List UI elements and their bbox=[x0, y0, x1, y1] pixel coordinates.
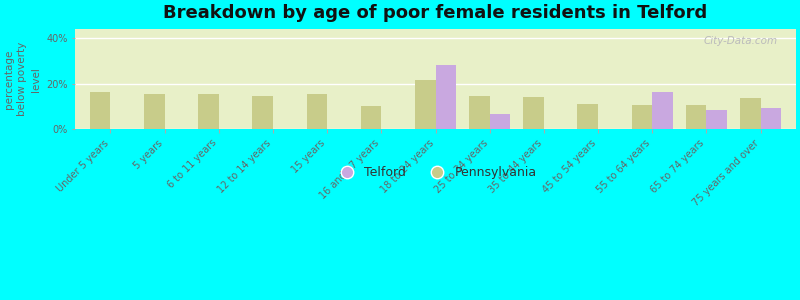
Title: Breakdown by age of poor female residents in Telford: Breakdown by age of poor female resident… bbox=[163, 4, 708, 22]
Bar bbox=[652, 92, 673, 129]
Y-axis label: percentage
below poverty
level: percentage below poverty level bbox=[4, 42, 41, 116]
Legend: Telford, Pennsylvania: Telford, Pennsylvania bbox=[329, 161, 542, 184]
Bar bbox=[306, 94, 327, 129]
Bar bbox=[144, 94, 165, 129]
Bar bbox=[435, 65, 456, 129]
Bar bbox=[761, 109, 782, 129]
Bar bbox=[490, 114, 510, 129]
Bar bbox=[578, 104, 598, 129]
Bar bbox=[740, 98, 761, 129]
Bar bbox=[90, 92, 110, 129]
Bar bbox=[523, 97, 544, 129]
Bar bbox=[253, 96, 273, 129]
Bar bbox=[632, 105, 652, 129]
Bar bbox=[361, 106, 382, 129]
Text: City-Data.com: City-Data.com bbox=[704, 36, 778, 46]
Bar bbox=[198, 94, 219, 129]
Bar bbox=[415, 80, 435, 129]
Bar bbox=[706, 110, 727, 129]
Bar bbox=[686, 105, 706, 129]
Bar bbox=[469, 96, 490, 129]
